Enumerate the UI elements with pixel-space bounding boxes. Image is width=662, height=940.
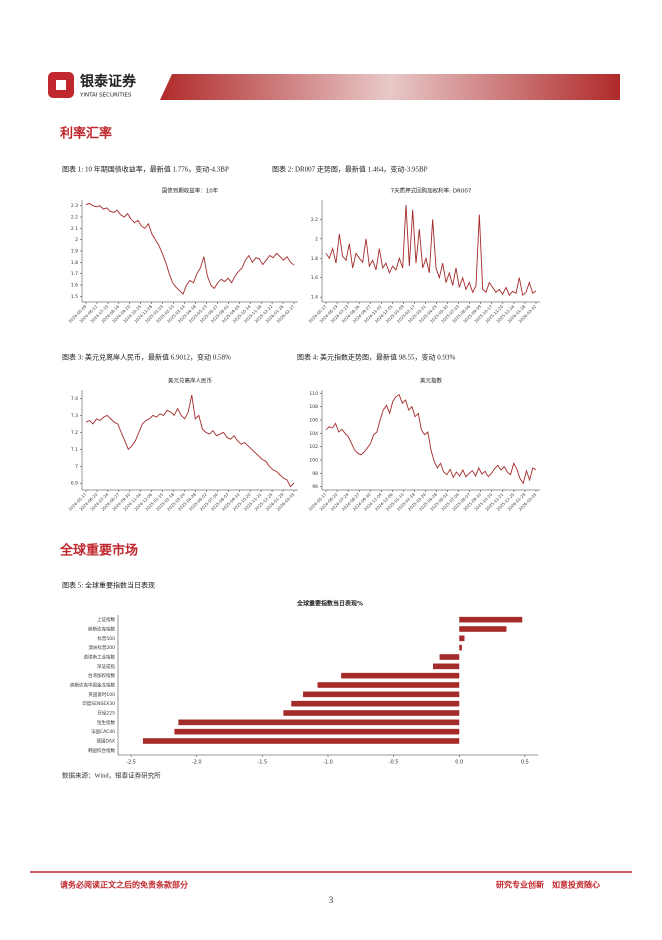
brand-en: YINTAI SECURITIES — [79, 93, 132, 99]
chart-title: 全球重要指数当日表现% — [296, 600, 363, 608]
bar — [174, 728, 460, 735]
bar — [178, 719, 460, 726]
y-tick-label: 1.8 — [311, 256, 318, 262]
x-tick-label: 0.5 — [521, 760, 529, 766]
chart-title: 美元指数 — [420, 377, 443, 385]
y-tick-label: 104 — [309, 431, 318, 437]
brand: 银泰证券 — [80, 73, 137, 90]
y-tick-label: 106 — [309, 418, 318, 424]
y-tick-label: 1.5 — [71, 294, 78, 300]
category-label: 道琼斯工业指数 — [84, 654, 116, 661]
y-tick-label: 7.1 — [71, 447, 78, 453]
bar — [317, 682, 460, 688]
x-tick-label: -1.5 — [257, 760, 267, 766]
caption: 图表 2: DR007 走势图，最新值 1.464，变动-3.95BP — [272, 165, 428, 174]
y-tick-label: 1.7 — [71, 271, 78, 277]
y-tick-label: 2.1 — [71, 226, 78, 232]
y-tick-label: 2 — [315, 236, 318, 242]
y-tick-label: 100 — [309, 458, 318, 464]
y-tick-label: 110 — [309, 391, 318, 397]
category-label: 德国DAX — [96, 738, 115, 745]
chart-title: 美元兑离岸人民币 — [168, 377, 213, 385]
section-title: 全球重要市场 — [59, 543, 138, 559]
category-label: 法国CAC40 — [91, 728, 115, 735]
x-tick-label: -1.0 — [323, 760, 333, 766]
caption: 图表 4: 美元指数走势图，最新值 98.55，变动 0.93% — [297, 353, 455, 362]
y-tick-label: 7 — [75, 464, 78, 470]
bar — [303, 691, 460, 698]
y-tick-label: 1.6 — [311, 275, 318, 281]
y-tick-label: 98 — [312, 471, 318, 477]
category-label: 台湾加权指数 — [88, 672, 115, 679]
x-tick-label: 0.0 — [455, 760, 463, 766]
y-tick-label: 1.6 — [71, 283, 78, 289]
y-tick-label: 1.9 — [71, 249, 78, 255]
y-tick-label: 108 — [309, 404, 318, 410]
line-series — [85, 394, 295, 488]
x-tick-label: -2.0 — [192, 760, 202, 766]
caption: 图表 1: 10 年期国债收益率，最新值 1.776，变动-4.3BP — [62, 165, 229, 174]
category-label: 纳斯达克指数 — [88, 626, 115, 633]
caption: 图表 5: 全球重要指数当日表现 — [62, 581, 155, 590]
bar — [291, 700, 460, 707]
y-tick-label: 7.3 — [71, 413, 78, 419]
source: 数据来源：Wind，银泰证券研究所 — [62, 770, 161, 779]
chart-title: 7天质押式回购加权利率: DR007 — [391, 187, 472, 195]
category-label: 恒生指数 — [97, 719, 115, 726]
bar — [459, 616, 523, 623]
bar — [341, 672, 460, 679]
category-label: 纳斯达克中国金龙指数 — [70, 682, 115, 689]
category-label: 澳洲标普200 — [88, 644, 115, 651]
bar — [459, 626, 507, 632]
y-tick-label: 102 — [309, 444, 318, 450]
y-tick-label: 2.2 — [71, 215, 78, 221]
header-band — [160, 74, 620, 100]
x-tick-label: -0.5 — [389, 760, 399, 766]
bar — [459, 644, 462, 651]
line-series — [325, 204, 537, 297]
category-label: 韩国综合指数 — [88, 747, 115, 754]
x-tick-label: -2.5 — [126, 760, 136, 766]
y-tick-label: 7.4 — [71, 396, 78, 402]
y-tick-label: 6.9 — [71, 481, 78, 487]
bar — [459, 635, 465, 642]
category-label: 英国富时100 — [88, 691, 115, 698]
category-label: 日经225 — [97, 710, 115, 717]
y-tick-label: 1.8 — [71, 260, 78, 266]
page-number: 3 — [329, 895, 334, 905]
y-tick-label: 96 — [312, 484, 318, 490]
category-label: 深证成指 — [97, 663, 115, 670]
disclaimer: 请务必阅读正文之后的免责条款部分 — [60, 880, 188, 890]
line-series — [85, 202, 295, 295]
bar — [433, 663, 460, 670]
y-tick-label: 1.4 — [311, 295, 318, 301]
y-tick-label: 2.3 — [71, 203, 78, 209]
chart-title: 国债到期收益率：10年 — [162, 187, 219, 195]
bar — [283, 710, 460, 716]
line-series — [325, 393, 537, 485]
caption: 图表 3: 美元兑离岸人民币，最新值 6.9012，变动 0.58% — [62, 353, 231, 362]
y-tick-label: 2.2 — [311, 217, 318, 223]
category-label: 印度SENSEX30 — [82, 700, 115, 707]
category-label: 标普500 — [97, 635, 115, 642]
y-tick-label: 7.2 — [71, 430, 78, 436]
slogan: 研究专业创新 如意投资随心 — [496, 880, 600, 890]
bar — [142, 738, 460, 744]
y-tick-label: 2 — [75, 237, 78, 243]
bar — [439, 654, 460, 660]
category-label: 上证指数 — [97, 616, 115, 623]
logo-icon-inner — [56, 80, 66, 90]
section-title: 利率汇率 — [60, 126, 112, 142]
